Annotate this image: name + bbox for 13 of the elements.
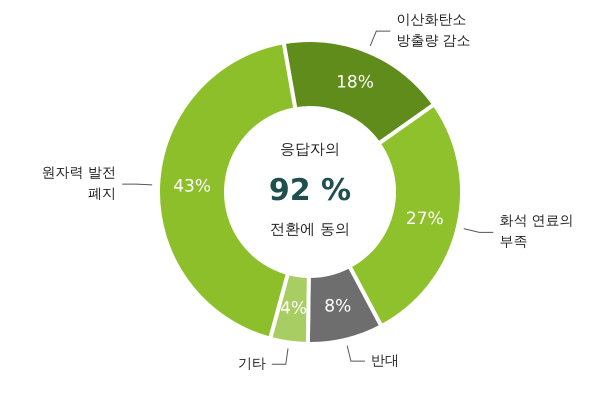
data-label: 4% (280, 298, 308, 319)
text: 응답자의 (280, 140, 340, 158)
data-label: 43% (173, 176, 212, 196)
text: 전환에 동의 (270, 220, 350, 238)
slice-label: 반대 (370, 352, 399, 369)
data-label: 18% (336, 72, 374, 93)
slice-label: 이산화탄소 방출량 감소 (396, 12, 471, 49)
slice-label: 기타 (238, 356, 266, 372)
data-label: 27% (406, 208, 444, 230)
slice-label: 화석 연료의 부족 (499, 213, 574, 250)
data-label: 8% (324, 296, 352, 316)
text: 92 % (268, 173, 352, 208)
slice-label: 원자력 발전 폐지 (42, 164, 116, 202)
